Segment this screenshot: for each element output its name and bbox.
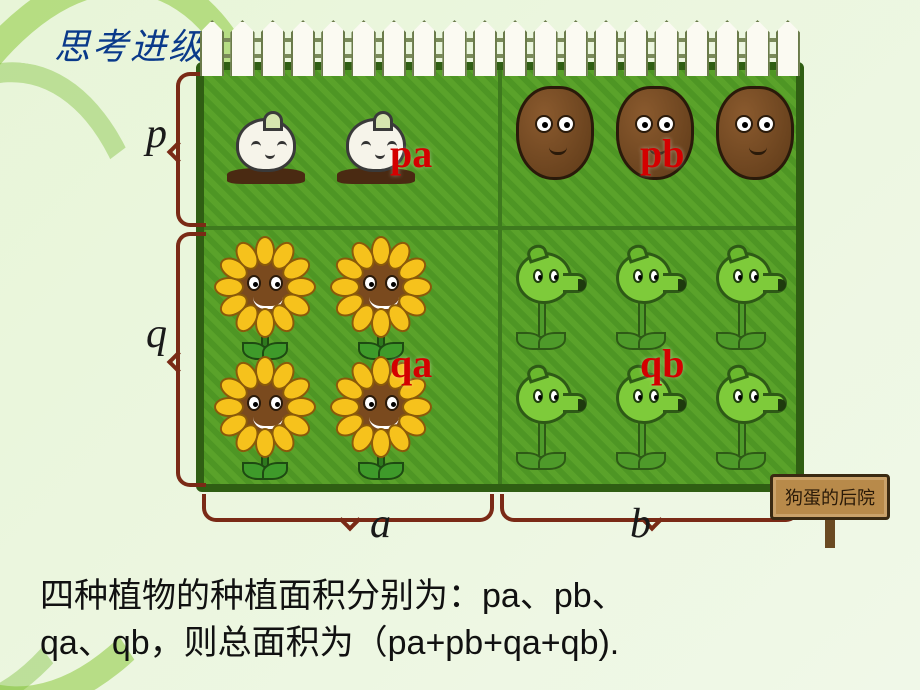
sign-text: 狗蛋的后院: [770, 474, 890, 520]
label-a: a: [370, 500, 391, 548]
label-b: b: [630, 500, 651, 548]
cell-label-pa: pa: [390, 130, 432, 177]
garden-sign: 狗蛋的后院: [770, 474, 890, 548]
plant-peashooter: [716, 252, 772, 348]
plants-layer: [196, 62, 804, 492]
label-p: p: [146, 110, 167, 158]
garden-diagram: p q a b pa pb qa qb 狗蛋的后院: [140, 10, 860, 570]
brace-col-a: [202, 494, 494, 522]
caption-line-2: qa、qb，则总面积为（pa+pb+qa+qb).: [40, 624, 619, 662]
plant-sunflower: [230, 252, 300, 356]
plant-peashooter: [516, 372, 572, 468]
plant-peashooter: [716, 372, 772, 468]
cell-label-qb: qb: [640, 340, 685, 387]
cell-label-qa: qa: [390, 340, 432, 387]
plant-sunflower: [230, 372, 300, 476]
plant-peashooter: [516, 252, 572, 348]
cell-label-pb: pb: [640, 130, 685, 177]
plant-sunflower: [346, 372, 416, 476]
plant-wallnut: [516, 86, 594, 180]
plant-wallnut: [716, 86, 794, 180]
plant-garlic: [236, 118, 296, 184]
caption: 四种植物的种植面积分别为：pa、pb、 qa、qb，则总面积为（pa+pb+qa…: [40, 573, 880, 668]
sign-post: [825, 520, 835, 548]
label-q: q: [146, 310, 167, 358]
caption-line-1: 四种植物的种植面积分别为：pa、pb、: [40, 577, 626, 615]
plant-peashooter: [616, 252, 672, 348]
